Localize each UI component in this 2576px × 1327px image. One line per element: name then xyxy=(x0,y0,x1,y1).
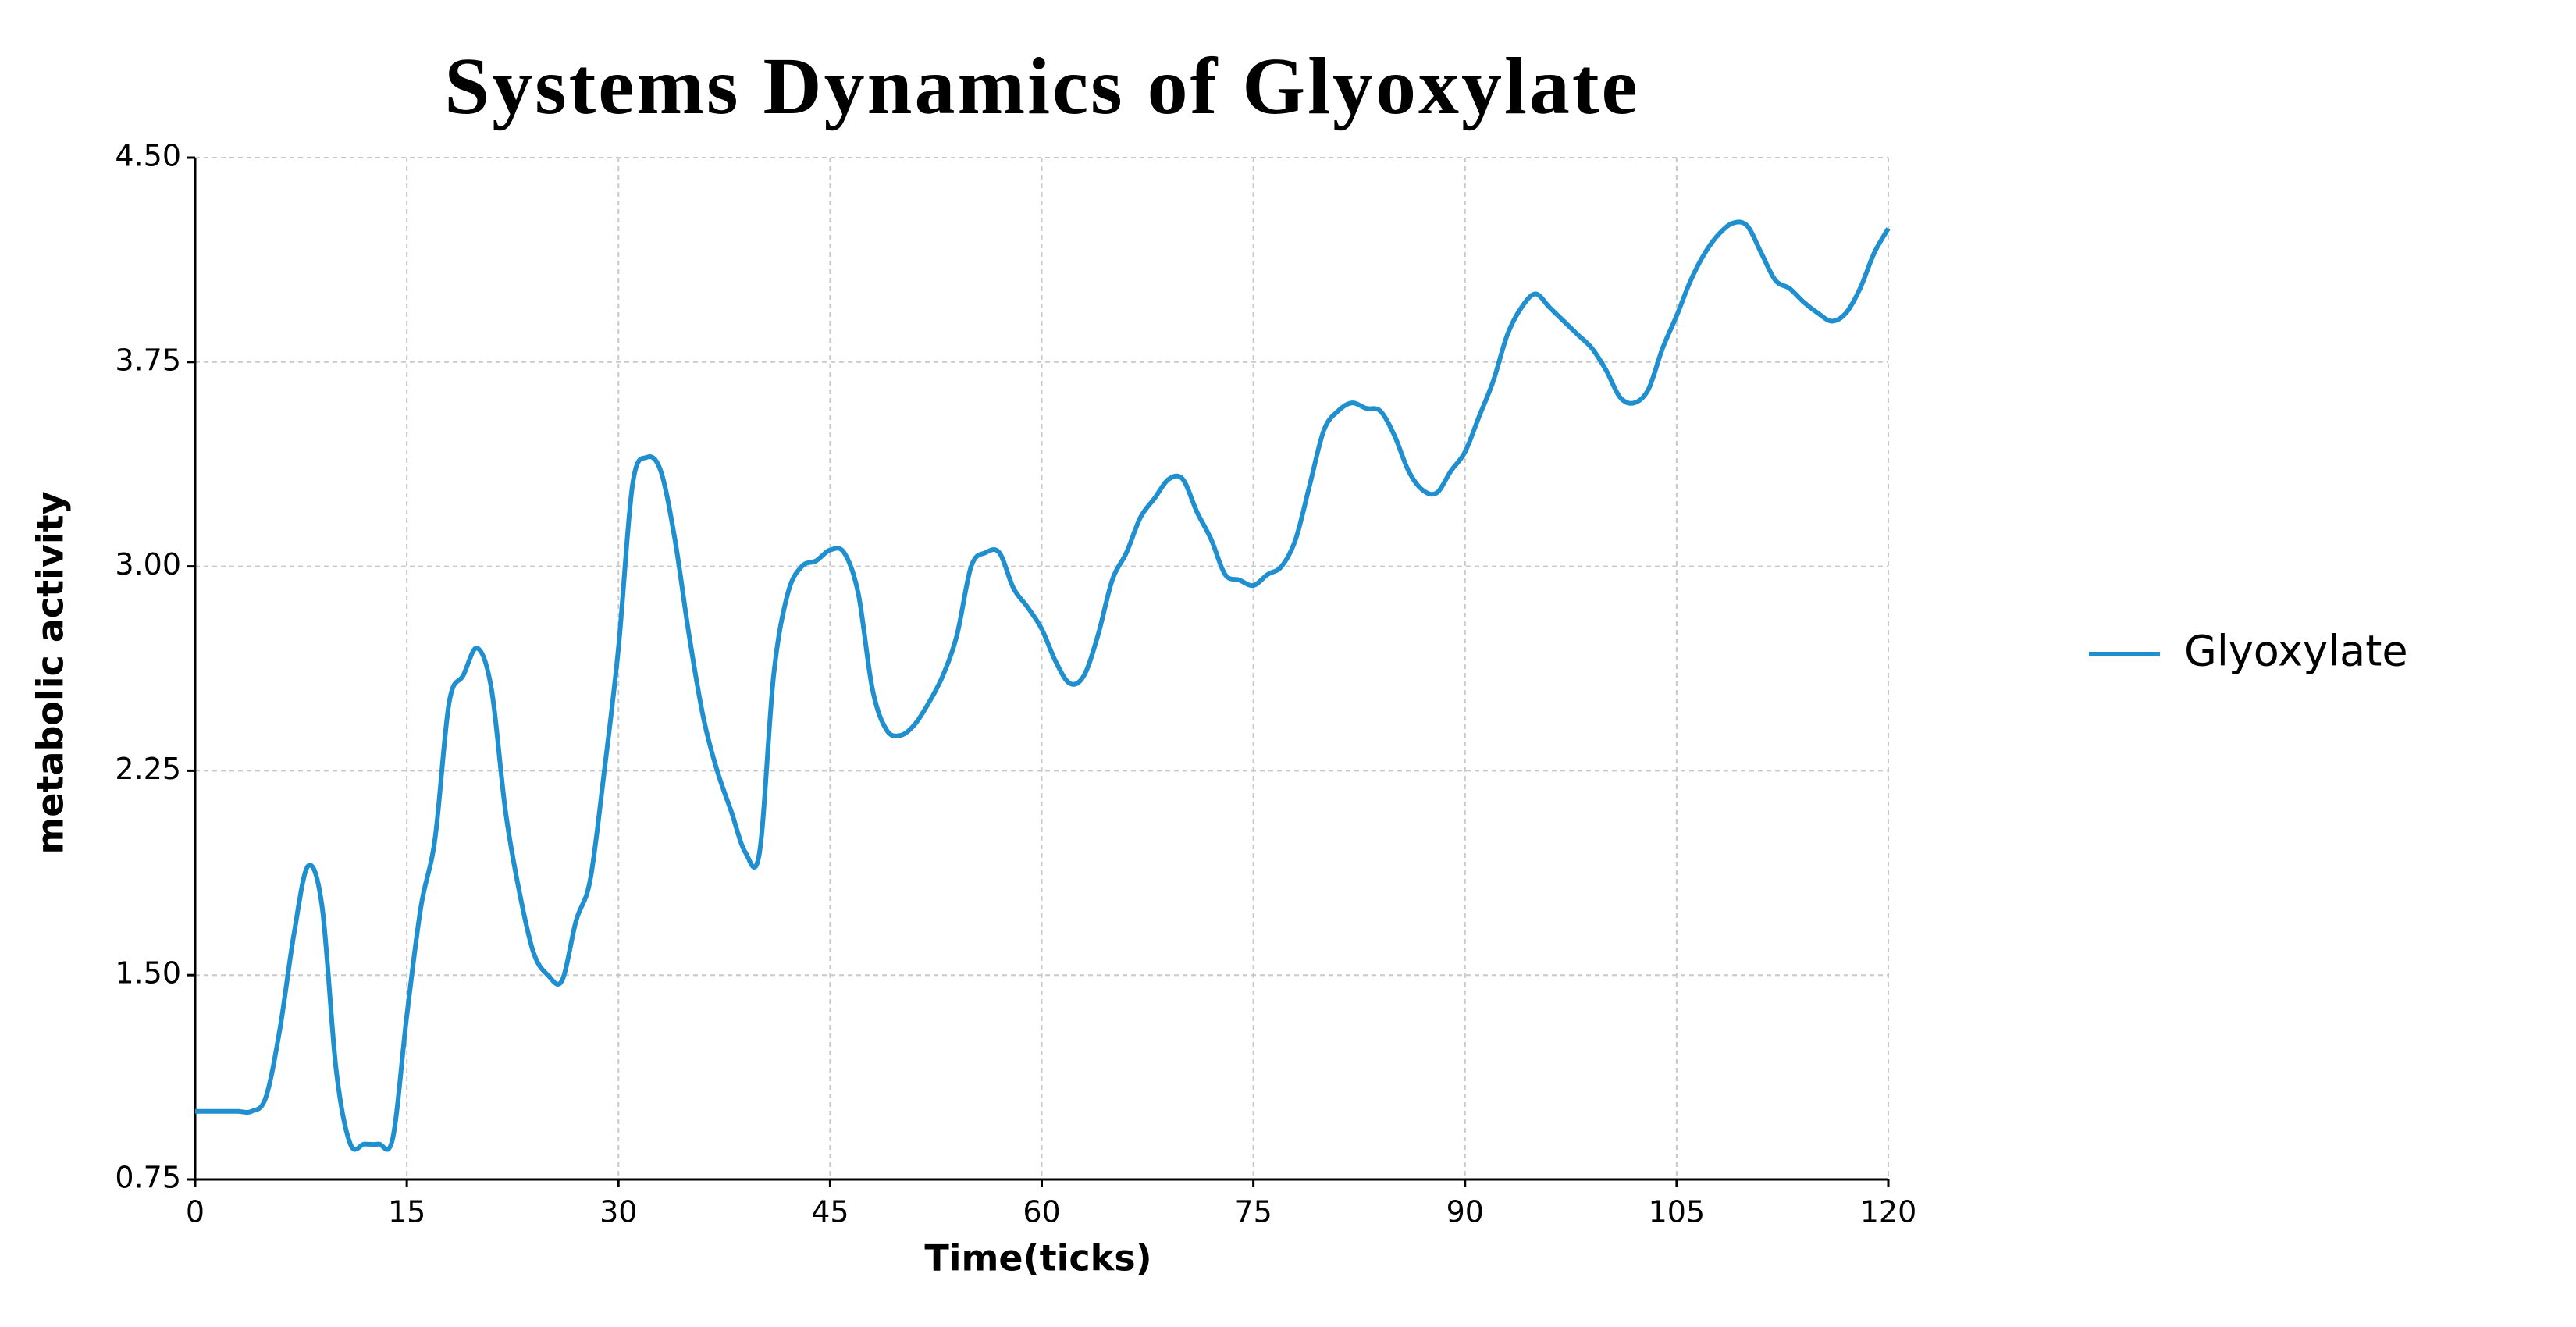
x-tick-label: 0 xyxy=(186,1195,205,1229)
y-axis-title: metabolic activity xyxy=(30,491,72,854)
y-tick-label: 2.25 xyxy=(115,752,181,786)
x-tick-label: 120 xyxy=(1860,1195,1917,1229)
x-tick-label: 30 xyxy=(600,1195,637,1229)
x-tick-label: 105 xyxy=(1649,1195,1706,1229)
chart-title: Systems Dynamics of Glyoxylate xyxy=(444,41,1639,131)
x-tick-label: 60 xyxy=(1023,1195,1060,1229)
x-tick-label: 90 xyxy=(1446,1195,1484,1229)
y-tick-label: 3.75 xyxy=(115,343,181,377)
y-tick-label: 1.50 xyxy=(115,956,181,991)
y-tick-label: 3.00 xyxy=(115,547,181,582)
x-tick-label: 45 xyxy=(811,1195,849,1229)
data-line xyxy=(195,219,1891,1152)
x-axis-title: Time(ticks) xyxy=(924,1237,1151,1279)
x-tick-label: 15 xyxy=(388,1195,425,1229)
x-tick-label: 75 xyxy=(1234,1195,1272,1229)
y-tick-label: 4.50 xyxy=(115,139,181,173)
legend-label: Glyoxylate xyxy=(2184,627,2408,676)
y-tick-label: 0.75 xyxy=(115,1161,181,1195)
